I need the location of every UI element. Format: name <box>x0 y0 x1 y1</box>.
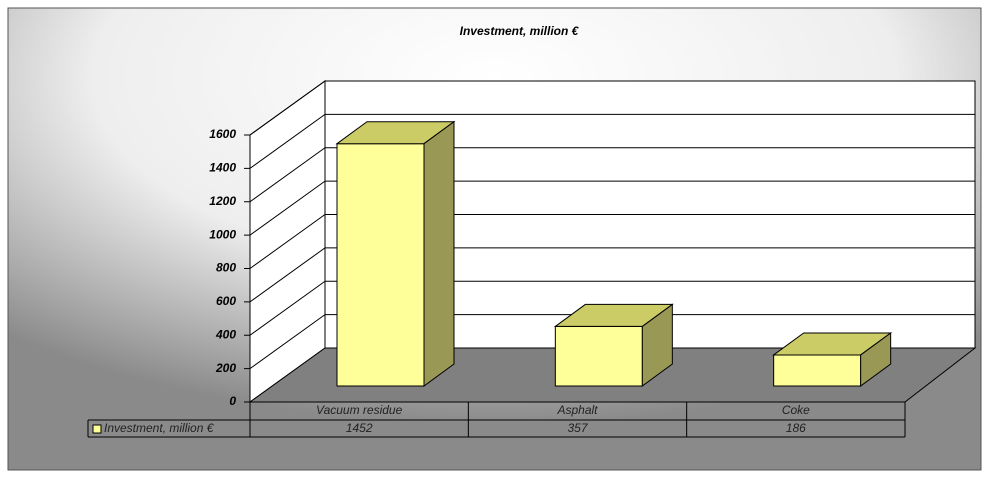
y-tick-label: 400 <box>215 327 236 341</box>
bar-side <box>860 331 892 387</box>
chart-title: Investment, million € <box>460 24 580 38</box>
data-table: Investment, million € Vacuum residue Asph… <box>87 401 906 438</box>
table-value: 186 <box>786 421 806 435</box>
grid-line <box>249 80 326 136</box>
bar-front <box>554 325 643 387</box>
y-tick-label: 800 <box>216 261 236 275</box>
y-tick-label: 1200 <box>209 194 236 208</box>
y-tick-label: 1000 <box>209 227 236 241</box>
bar-front <box>336 143 425 387</box>
grid-line <box>249 180 326 236</box>
x-tick-label: Asphalt <box>556 403 598 417</box>
y-tick-label: 1400 <box>209 161 236 175</box>
bar-side <box>641 303 673 387</box>
bar-front <box>773 354 862 387</box>
bars <box>335 120 893 387</box>
bar-side <box>423 120 455 387</box>
table-value: 1452 <box>346 421 373 435</box>
grid-line <box>249 280 326 336</box>
legend-key <box>92 424 102 434</box>
x-tick-label: Vacuum residue <box>316 403 403 417</box>
table-value: 357 <box>567 421 588 435</box>
x-tick-label: Coke <box>782 403 810 417</box>
legend-label: Investment, million € <box>104 421 215 435</box>
grid-line <box>249 113 326 169</box>
y-tick-label: 1600 <box>209 127 236 141</box>
grid-line <box>249 314 326 370</box>
grid-line <box>249 147 326 203</box>
y-tick-label: 200 <box>215 361 236 375</box>
grid-line <box>249 214 326 269</box>
y-tick-label: 600 <box>216 294 236 308</box>
grid-line <box>249 247 326 303</box>
y-tick-label: 0 <box>229 394 236 408</box>
